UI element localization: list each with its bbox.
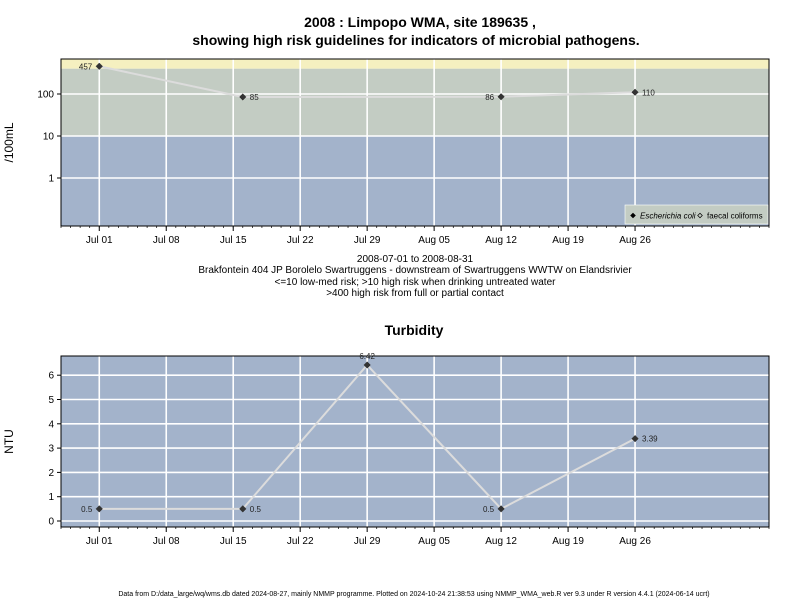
data-point bbox=[95, 505, 103, 513]
data-label: 0.5 bbox=[250, 505, 262, 514]
series-line bbox=[99, 65, 636, 98]
data-label: 85 bbox=[250, 93, 259, 102]
x-tick-label: Aug 19 bbox=[552, 235, 584, 246]
x-tick-label: Aug 12 bbox=[485, 235, 517, 246]
x-tick-label: Aug 05 bbox=[418, 536, 450, 547]
chart1-site-description: Brakfontein 404 JP Borolelo Swartruggens… bbox=[198, 265, 632, 276]
y-tick-label: 1 bbox=[48, 492, 54, 503]
data-point bbox=[497, 93, 505, 101]
x-tick-label: Aug 26 bbox=[619, 235, 651, 246]
x-tick-label: Jul 22 bbox=[287, 536, 314, 547]
y-tick-label: 4 bbox=[48, 419, 54, 430]
data-point bbox=[497, 505, 505, 513]
turbidity-chart: Jul 01 Jul 08 Jul 15 Jul 22 Jul 29 Aug 05 Aug … bbox=[2, 352, 770, 547]
x-tick-label: Aug 05 bbox=[418, 235, 450, 246]
x-tick-label: Jul 08 bbox=[153, 235, 180, 246]
y-tick-label: 2 bbox=[48, 468, 54, 479]
data-label: 110 bbox=[642, 88, 655, 97]
legend-open-diamond-icon bbox=[697, 212, 703, 219]
legend-filled-diamond-icon bbox=[630, 212, 636, 219]
x-tick-label: Jul 01 bbox=[86, 536, 113, 547]
data-point bbox=[363, 361, 371, 369]
y-axis-label: /100mL bbox=[2, 122, 16, 162]
legend-label: faecal coliforms bbox=[707, 212, 763, 221]
data-point bbox=[631, 88, 639, 96]
y-tick-label: 3 bbox=[48, 444, 54, 455]
plot-frame bbox=[60, 355, 770, 528]
x-tick-label: Aug 19 bbox=[552, 536, 584, 547]
y-tick-label: 100 bbox=[37, 90, 54, 101]
y-axis-label: NTU bbox=[2, 429, 16, 454]
chart2-title: Turbidity bbox=[385, 322, 444, 338]
y-tick-label: 6 bbox=[48, 371, 54, 382]
x-tick-label: Jul 01 bbox=[86, 235, 113, 246]
x-tick-label: Jul 15 bbox=[220, 235, 247, 246]
y-tick-label: 10 bbox=[43, 132, 55, 143]
x-tick-label: Jul 29 bbox=[354, 235, 381, 246]
data-label: 86 bbox=[485, 93, 494, 102]
legend-box bbox=[624, 204, 769, 225]
x-tick-label: Aug 12 bbox=[485, 536, 517, 547]
x-tick-label: Jul 08 bbox=[153, 536, 180, 547]
legend-label: Escherichia coli bbox=[640, 212, 696, 221]
plot-frame bbox=[60, 58, 770, 227]
chart1-title-line2: showing high risk guidelines for indicat… bbox=[192, 32, 639, 48]
chart1-guideline-high: >400 high risk from full or partial cont… bbox=[326, 288, 504, 299]
data-point bbox=[239, 93, 247, 101]
chart1-date-range: 2008-07-01 to 2008-08-31 bbox=[357, 254, 474, 265]
x-tick-label: Aug 26 bbox=[619, 536, 651, 547]
data-label: 0.5 bbox=[483, 505, 495, 514]
footer-note: Data from D:/data_large/wq/wms.db dated … bbox=[118, 591, 709, 598]
y-tick-label: 0 bbox=[48, 517, 54, 528]
data-label: 0.5 bbox=[81, 505, 93, 514]
risk-band bbox=[61, 59, 769, 69]
microbial-chart: Jul 01 Jul 08 Jul 15 Jul 22 Jul 29 Aug 05 Aug … bbox=[2, 58, 770, 246]
x-tick-label: Jul 22 bbox=[287, 235, 314, 246]
y-tick-label: 1 bbox=[48, 174, 54, 185]
risk-band bbox=[61, 68, 769, 136]
y-tick-label: 5 bbox=[48, 395, 54, 406]
x-tick-label: Jul 15 bbox=[220, 536, 247, 547]
data-label: 6.42 bbox=[359, 352, 375, 361]
data-point bbox=[95, 62, 103, 70]
data-label: 3.39 bbox=[642, 435, 658, 444]
data-label: 457 bbox=[79, 62, 93, 71]
data-point bbox=[631, 434, 639, 443]
x-tick-label: Jul 29 bbox=[354, 536, 381, 547]
data-point bbox=[239, 505, 247, 513]
chart1-guideline-low: <=10 low-med risk; >10 high risk when dr… bbox=[275, 277, 557, 288]
plot-background bbox=[61, 356, 769, 527]
chart1-title-line1: 2008 : Limpopo WMA, site 189635 , bbox=[304, 14, 536, 30]
